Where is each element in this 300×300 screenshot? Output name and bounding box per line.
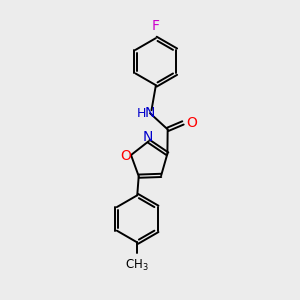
- Text: N: N: [145, 106, 155, 120]
- Text: F: F: [152, 19, 160, 33]
- Text: O: O: [120, 148, 131, 163]
- Text: H: H: [137, 107, 146, 120]
- Text: CH$_3$: CH$_3$: [125, 258, 149, 273]
- Text: N: N: [143, 130, 153, 144]
- Text: O: O: [187, 116, 197, 130]
